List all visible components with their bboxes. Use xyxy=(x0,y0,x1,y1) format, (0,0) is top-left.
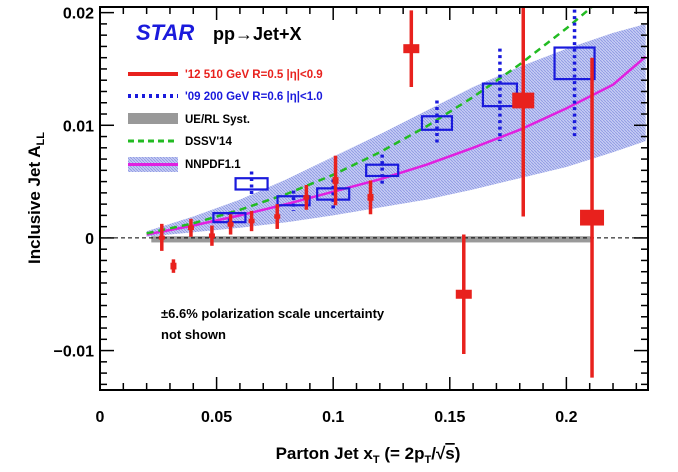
y-tick-label: 0 xyxy=(85,231,94,248)
y-tick-label: 0.02 xyxy=(63,6,94,23)
point-2009-box xyxy=(276,195,311,207)
point-2012-box xyxy=(274,214,281,219)
point-2009-box xyxy=(234,177,269,191)
x-axis-title: Parton Jet xT (= 2pT/√s) xyxy=(276,444,461,466)
x-tick-label: 0.2 xyxy=(555,409,577,426)
x-title-part1: Parton Jet x xyxy=(276,444,374,463)
x-title-part3: /√ xyxy=(431,444,446,463)
point-2009-box xyxy=(553,46,596,81)
plot-frame xyxy=(99,6,649,391)
y-title-sub: LL xyxy=(35,132,47,146)
legend-label-dssv: DSSV'14 xyxy=(185,136,232,148)
y-tick-label: −0.01 xyxy=(54,344,95,361)
y-title-main: Inclusive Jet A xyxy=(25,146,44,264)
x-title-sub2: T xyxy=(424,454,431,466)
legend-label-2012: '12 510 GeV R=0.5 |η|<0.9 xyxy=(185,69,323,81)
x-tick-label: 0.15 xyxy=(434,409,465,426)
point-2012-box xyxy=(158,235,165,240)
syst-band xyxy=(151,236,593,243)
point-2012-box xyxy=(227,222,234,227)
point-2012-box xyxy=(332,177,339,184)
x-tick-label: 0.05 xyxy=(201,409,232,426)
point-2009-box xyxy=(316,187,351,201)
annotation-line-2: not shown xyxy=(161,327,226,342)
y-axis-title: Inclusive Jet ALL xyxy=(25,132,47,264)
point-2012-box xyxy=(187,225,194,231)
x-title-sub1: T xyxy=(373,454,380,466)
annotation-line-1: ±6.6% polarization scale uncertainty xyxy=(161,306,385,321)
process-label: pp→Jet+X xyxy=(213,24,302,44)
point-2012-box xyxy=(367,193,374,201)
point-2012-box xyxy=(303,195,310,200)
plot-layer xyxy=(100,7,648,378)
legend: '12 510 GeV R=0.5 |η|<0.9 '09 200 GeV R=… xyxy=(128,69,323,172)
x-tick-label: 0.1 xyxy=(322,409,344,426)
x-tick-label: 0 xyxy=(96,409,105,426)
point-2012-box xyxy=(208,233,215,238)
point-2012-box xyxy=(455,289,472,299)
legend-label-2009: '09 200 GeV R=0.6 |η|<1.0 xyxy=(185,91,323,103)
point-2012-box xyxy=(512,92,535,109)
experiment-label: STAR xyxy=(136,20,194,45)
point-2009-box xyxy=(420,115,454,131)
x-title-sqrt-arg: s xyxy=(445,444,454,463)
dssv-curve xyxy=(146,7,594,235)
point-2012-box xyxy=(248,218,255,224)
x-title-part5: ) xyxy=(455,444,461,463)
nnpdf-band xyxy=(146,23,646,237)
x-title-part2: (= 2p xyxy=(380,444,425,463)
point-2009-box xyxy=(365,163,400,178)
axes-layer: 0 0.05 0.1 0.15 0.2 −0.01 0 0.01 0.02 xyxy=(54,6,648,426)
y-tick-label: 0.01 xyxy=(63,118,94,135)
point-2012-box xyxy=(580,209,605,226)
legend-syst-swatch xyxy=(128,113,178,124)
point-2012-box xyxy=(403,44,420,54)
legend-label-nnpdf: NNPDF1.1 xyxy=(185,159,241,171)
legend-label-syst: UE/RL Syst. xyxy=(185,114,250,126)
point-2012-box xyxy=(170,262,177,270)
